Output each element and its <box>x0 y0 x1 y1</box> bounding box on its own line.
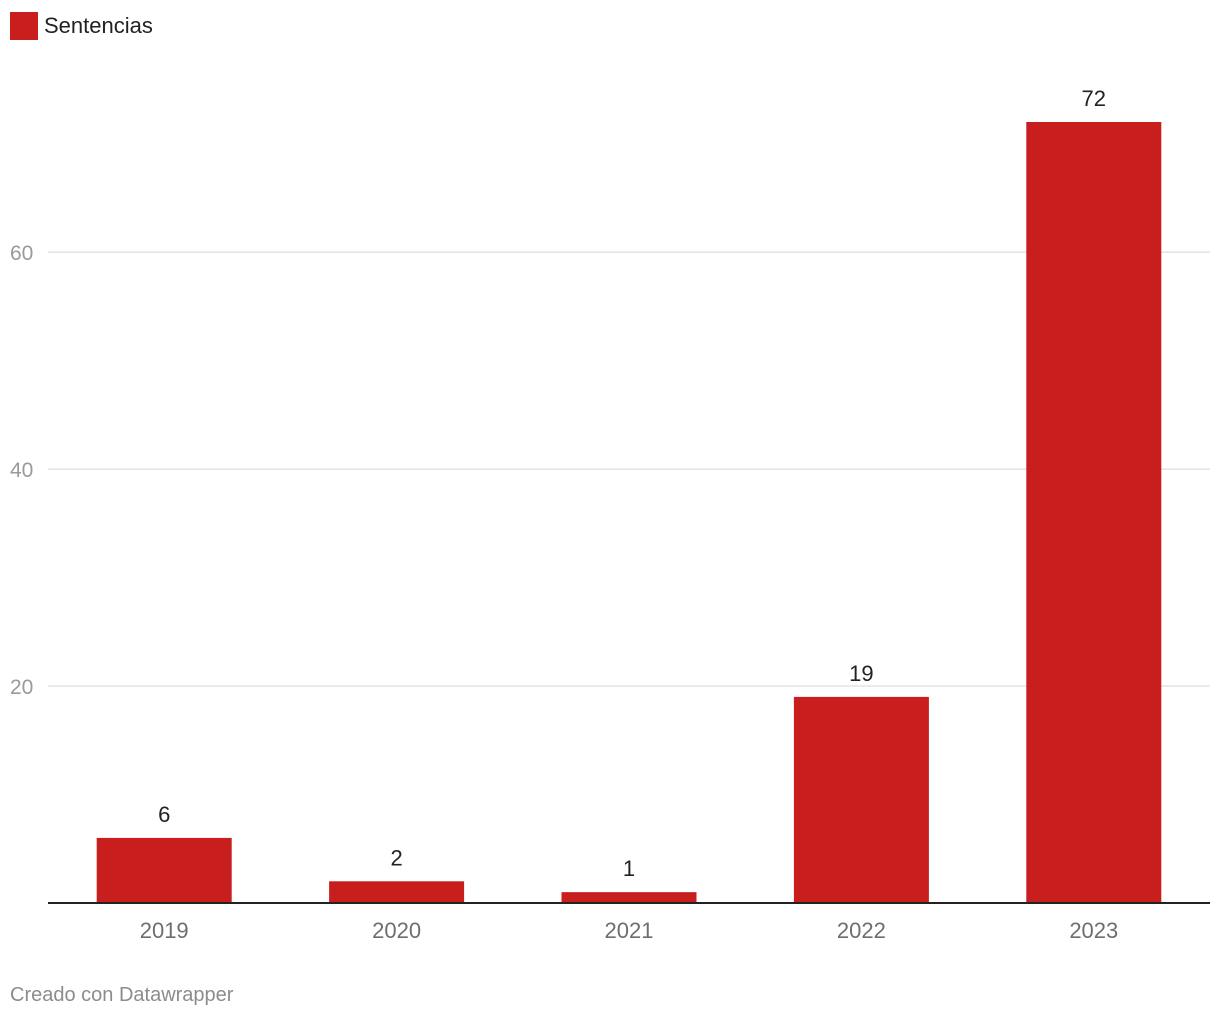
y-tick-label: 20 <box>10 676 33 699</box>
bar <box>793 696 929 903</box>
legend-swatch <box>10 12 38 40</box>
x-tick-label: 2022 <box>837 918 886 943</box>
footer-credit: Creado con Datawrapper <box>10 984 234 1006</box>
bar <box>561 892 697 903</box>
data-label: 19 <box>849 661 873 686</box>
data-label: 2 <box>390 845 402 870</box>
x-tick-label: 2023 <box>1069 918 1118 943</box>
legend-label: Sentencias <box>44 13 153 38</box>
x-tick-label: 2021 <box>605 918 654 943</box>
bar <box>329 881 465 903</box>
legend: Sentencias <box>10 12 153 40</box>
data-label: 72 <box>1082 86 1106 111</box>
x-tick-label: 2020 <box>372 918 421 943</box>
y-tick-label: 60 <box>10 242 33 265</box>
data-label: 6 <box>158 802 170 827</box>
y-tick-label: 40 <box>10 459 33 482</box>
bar <box>1026 122 1162 903</box>
data-label: 1 <box>623 856 635 881</box>
x-tick-label: 2019 <box>140 918 189 943</box>
bar <box>96 837 232 903</box>
